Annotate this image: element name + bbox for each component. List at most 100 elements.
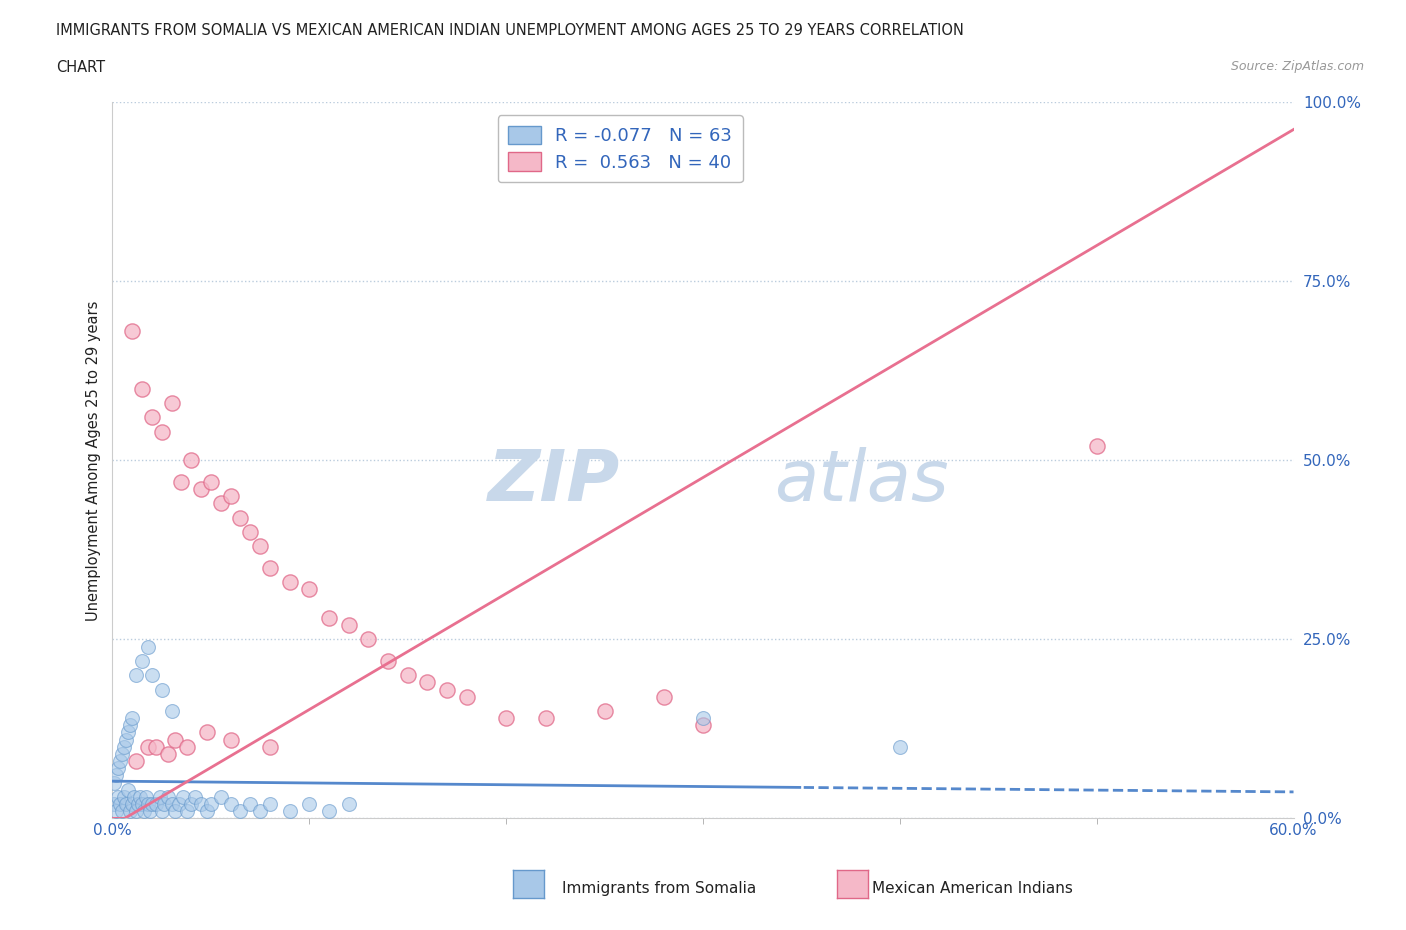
Point	[125, 804, 148, 818]
Point	[117, 782, 139, 797]
Point	[169, 797, 191, 812]
Point	[105, 768, 128, 783]
Point	[110, 797, 132, 812]
Point	[115, 797, 138, 812]
Text: IMMIGRANTS FROM SOMALIA VS MEXICAN AMERICAN INDIAN UNEMPLOYMENT AMONG AGES 25 TO: IMMIGRANTS FROM SOMALIA VS MEXICAN AMERI…	[56, 23, 965, 38]
Point	[239, 797, 262, 812]
Point	[112, 739, 135, 754]
Text: atlas: atlas	[773, 447, 949, 516]
Point	[136, 739, 159, 754]
Point	[165, 732, 187, 747]
Point	[209, 790, 232, 804]
Point	[150, 682, 173, 697]
Point	[136, 639, 159, 654]
Point	[652, 689, 675, 704]
Point	[229, 511, 252, 525]
Point	[259, 560, 281, 575]
Point	[111, 747, 134, 762]
Point	[111, 804, 134, 818]
Point	[184, 790, 207, 804]
Point	[131, 381, 153, 396]
Point	[229, 804, 252, 818]
Point	[278, 575, 301, 590]
Point	[160, 797, 183, 812]
Point	[337, 618, 360, 632]
Point	[107, 790, 129, 804]
Point	[1085, 439, 1108, 454]
Point	[127, 797, 149, 812]
Point	[249, 538, 271, 553]
Point	[135, 790, 157, 804]
Point	[298, 797, 321, 812]
Point	[495, 711, 517, 725]
Point	[209, 496, 232, 511]
Point	[534, 711, 557, 725]
Point	[141, 797, 163, 812]
Point	[165, 804, 187, 818]
Point	[219, 489, 242, 504]
Text: ZIP: ZIP	[488, 447, 620, 516]
Point	[692, 718, 714, 733]
Point	[259, 797, 281, 812]
Point	[259, 739, 281, 754]
Point	[121, 324, 143, 339]
Point	[141, 668, 163, 683]
Point	[170, 474, 193, 489]
Point	[103, 776, 125, 790]
Point	[249, 804, 271, 818]
Point	[145, 739, 167, 754]
Point	[117, 725, 139, 740]
Point	[160, 395, 183, 410]
Point	[105, 804, 128, 818]
Point	[200, 474, 222, 489]
Point	[131, 654, 153, 669]
Point	[692, 711, 714, 725]
Point	[156, 747, 179, 762]
Point	[121, 711, 143, 725]
Point	[172, 790, 194, 804]
Point	[150, 804, 173, 818]
Point	[103, 797, 125, 812]
Point	[141, 410, 163, 425]
Point	[190, 797, 212, 812]
Text: Immigrants from Somalia: Immigrants from Somalia	[562, 881, 756, 896]
Point	[889, 739, 911, 754]
Point	[115, 732, 138, 747]
Point	[150, 424, 173, 439]
Point	[219, 797, 242, 812]
Point	[152, 797, 174, 812]
Text: Source: ZipAtlas.com: Source: ZipAtlas.com	[1230, 60, 1364, 73]
Y-axis label: Unemployment Among Ages 25 to 29 years: Unemployment Among Ages 25 to 29 years	[86, 300, 101, 620]
Point	[593, 704, 616, 719]
Point	[396, 668, 419, 683]
Point	[120, 718, 142, 733]
Point	[122, 790, 145, 804]
Point	[456, 689, 478, 704]
Point	[190, 482, 212, 497]
Point	[129, 790, 152, 804]
Point	[195, 725, 218, 740]
Point	[357, 632, 380, 647]
Point	[219, 732, 242, 747]
Point	[125, 668, 148, 683]
Point	[180, 797, 202, 812]
Point	[112, 790, 135, 804]
Point	[318, 804, 340, 818]
Point	[318, 610, 340, 625]
Point	[195, 804, 218, 818]
Point	[120, 804, 142, 818]
Point	[145, 797, 167, 812]
Point	[298, 582, 321, 597]
Legend: R = -0.077   N = 63, R =  0.563   N = 40: R = -0.077 N = 63, R = 0.563 N = 40	[498, 115, 742, 182]
Point	[337, 797, 360, 812]
Point	[176, 739, 198, 754]
Point	[160, 704, 183, 719]
Point	[131, 797, 153, 812]
Point	[436, 682, 458, 697]
Point	[239, 525, 262, 539]
Point	[107, 761, 129, 776]
Point	[121, 797, 143, 812]
Point	[132, 804, 155, 818]
Point	[110, 753, 132, 768]
Point	[416, 675, 439, 690]
